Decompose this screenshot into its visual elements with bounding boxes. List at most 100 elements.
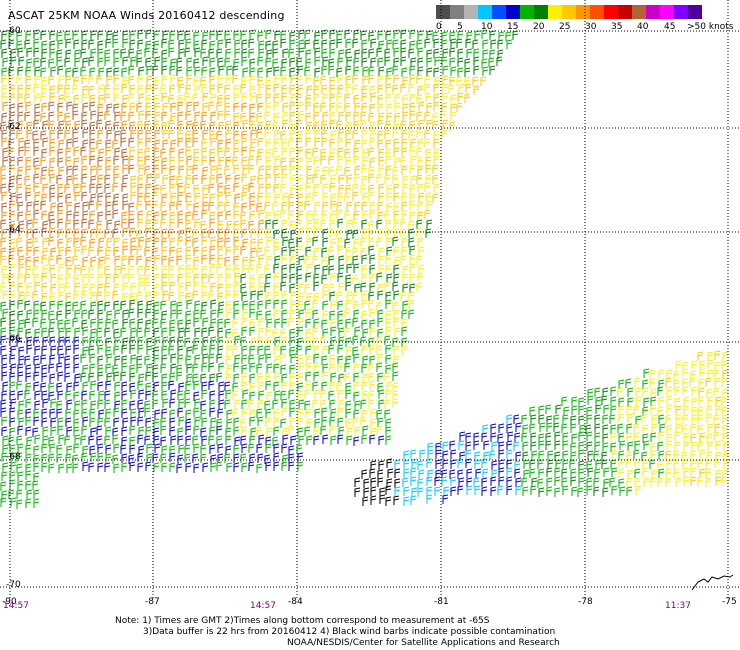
wind-barb bbox=[225, 129, 232, 139]
wind-barb bbox=[193, 407, 200, 417]
wind-barb bbox=[344, 93, 351, 103]
wind-barb bbox=[216, 30, 223, 40]
wind-barb bbox=[106, 353, 113, 363]
wind-barb bbox=[114, 309, 121, 319]
wind-barb bbox=[427, 442, 434, 452]
wind-barb bbox=[193, 380, 200, 390]
wind-barb bbox=[361, 219, 368, 229]
wind-barb bbox=[153, 427, 160, 437]
wind-barb bbox=[634, 377, 641, 387]
wind-barb bbox=[145, 129, 152, 139]
wind-barb bbox=[104, 301, 111, 311]
wind-barb bbox=[49, 138, 56, 148]
wind-barb bbox=[369, 380, 376, 390]
wind-barb bbox=[72, 454, 79, 464]
wind-barb bbox=[242, 184, 249, 194]
wind-barb bbox=[570, 423, 577, 433]
wind-barb bbox=[25, 453, 32, 463]
wind-barb bbox=[80, 48, 87, 58]
wind-barb bbox=[681, 451, 688, 461]
wind-barb bbox=[224, 147, 231, 157]
wind-barb bbox=[713, 414, 720, 424]
wind-barb bbox=[137, 399, 144, 409]
wind-barb bbox=[288, 238, 295, 248]
wind-barb bbox=[482, 424, 489, 434]
wind-barb bbox=[0, 345, 7, 355]
wind-barb bbox=[224, 102, 231, 112]
wind-barb bbox=[26, 58, 33, 68]
wind-barb bbox=[40, 318, 47, 328]
wind-barb bbox=[264, 282, 271, 292]
wind-barb bbox=[498, 476, 505, 486]
wind-barb bbox=[337, 362, 344, 372]
wind-barb bbox=[297, 283, 304, 293]
wind-barb bbox=[104, 93, 111, 103]
wind-barb bbox=[409, 273, 416, 283]
wind-barb bbox=[658, 468, 665, 478]
wind-barb bbox=[137, 74, 144, 84]
wind-barb bbox=[368, 362, 375, 372]
wind-barb bbox=[65, 256, 72, 266]
wind-barb bbox=[354, 201, 361, 211]
wind-barb bbox=[386, 237, 393, 247]
wind-barb bbox=[177, 111, 184, 121]
wind-barb bbox=[474, 459, 481, 469]
wind-barb bbox=[290, 435, 297, 445]
wind-barb bbox=[224, 399, 231, 409]
wind-barb bbox=[32, 317, 39, 327]
wind-barb bbox=[424, 75, 431, 85]
wind-barb bbox=[377, 309, 384, 319]
wind-barb bbox=[322, 283, 329, 293]
wind-barb bbox=[144, 246, 151, 256]
wind-barb bbox=[129, 336, 136, 346]
wind-barbs-layer bbox=[0, 29, 730, 509]
wind-barb bbox=[153, 164, 160, 174]
wind-barb bbox=[298, 309, 305, 319]
wind-barb bbox=[426, 119, 433, 129]
wind-barb bbox=[193, 309, 200, 319]
wind-barb bbox=[73, 381, 80, 391]
wind-barb bbox=[392, 398, 399, 408]
wind-barb bbox=[297, 408, 304, 418]
wind-barb bbox=[264, 345, 271, 355]
wind-barb bbox=[409, 120, 416, 130]
wind-barb bbox=[482, 39, 489, 49]
wind-barb bbox=[42, 120, 49, 130]
wind-barb bbox=[354, 165, 361, 175]
wind-barb bbox=[16, 452, 23, 462]
wind-barb bbox=[129, 30, 136, 40]
wind-barb bbox=[378, 183, 385, 193]
wind-barb bbox=[209, 84, 216, 94]
wind-barb bbox=[674, 431, 681, 441]
wind-barb bbox=[306, 292, 313, 302]
wind-barb bbox=[169, 30, 176, 40]
wind-barb bbox=[65, 147, 72, 157]
wind-barb bbox=[683, 476, 690, 486]
wind-barb bbox=[82, 381, 89, 391]
wind-barb bbox=[682, 414, 689, 424]
wind-barb bbox=[274, 155, 281, 165]
wind-barb bbox=[185, 84, 192, 94]
wind-barb bbox=[33, 83, 40, 93]
wind-barb bbox=[426, 200, 433, 210]
wind-barb bbox=[385, 74, 392, 84]
wind-barb bbox=[320, 75, 327, 85]
wind-barb bbox=[248, 443, 255, 453]
wind-barb bbox=[481, 29, 488, 39]
wind-barb bbox=[208, 362, 215, 372]
wind-barb bbox=[130, 175, 137, 185]
wind-barb bbox=[121, 453, 128, 463]
wind-barb bbox=[297, 184, 304, 194]
wind-barb bbox=[50, 426, 57, 436]
wind-barb bbox=[88, 345, 95, 355]
wind-barb bbox=[618, 450, 625, 460]
wind-barb bbox=[450, 476, 457, 486]
wind-barb bbox=[154, 409, 161, 419]
wind-barb bbox=[354, 487, 361, 497]
wind-barb bbox=[336, 67, 343, 77]
wind-barb bbox=[217, 237, 224, 247]
wind-barb bbox=[554, 431, 561, 441]
wind-barb bbox=[240, 453, 247, 463]
wind-barb bbox=[345, 355, 352, 365]
wind-barb bbox=[610, 459, 617, 469]
